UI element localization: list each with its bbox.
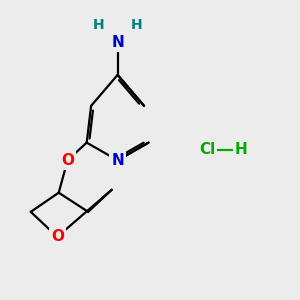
Text: H: H [131,18,142,32]
Text: H: H [235,142,248,158]
Text: N: N [111,35,124,50]
Text: Cl: Cl [199,142,215,158]
Text: N: N [111,153,124,168]
Text: O: O [51,230,64,244]
Text: H: H [93,18,104,32]
Text: O: O [61,153,74,168]
